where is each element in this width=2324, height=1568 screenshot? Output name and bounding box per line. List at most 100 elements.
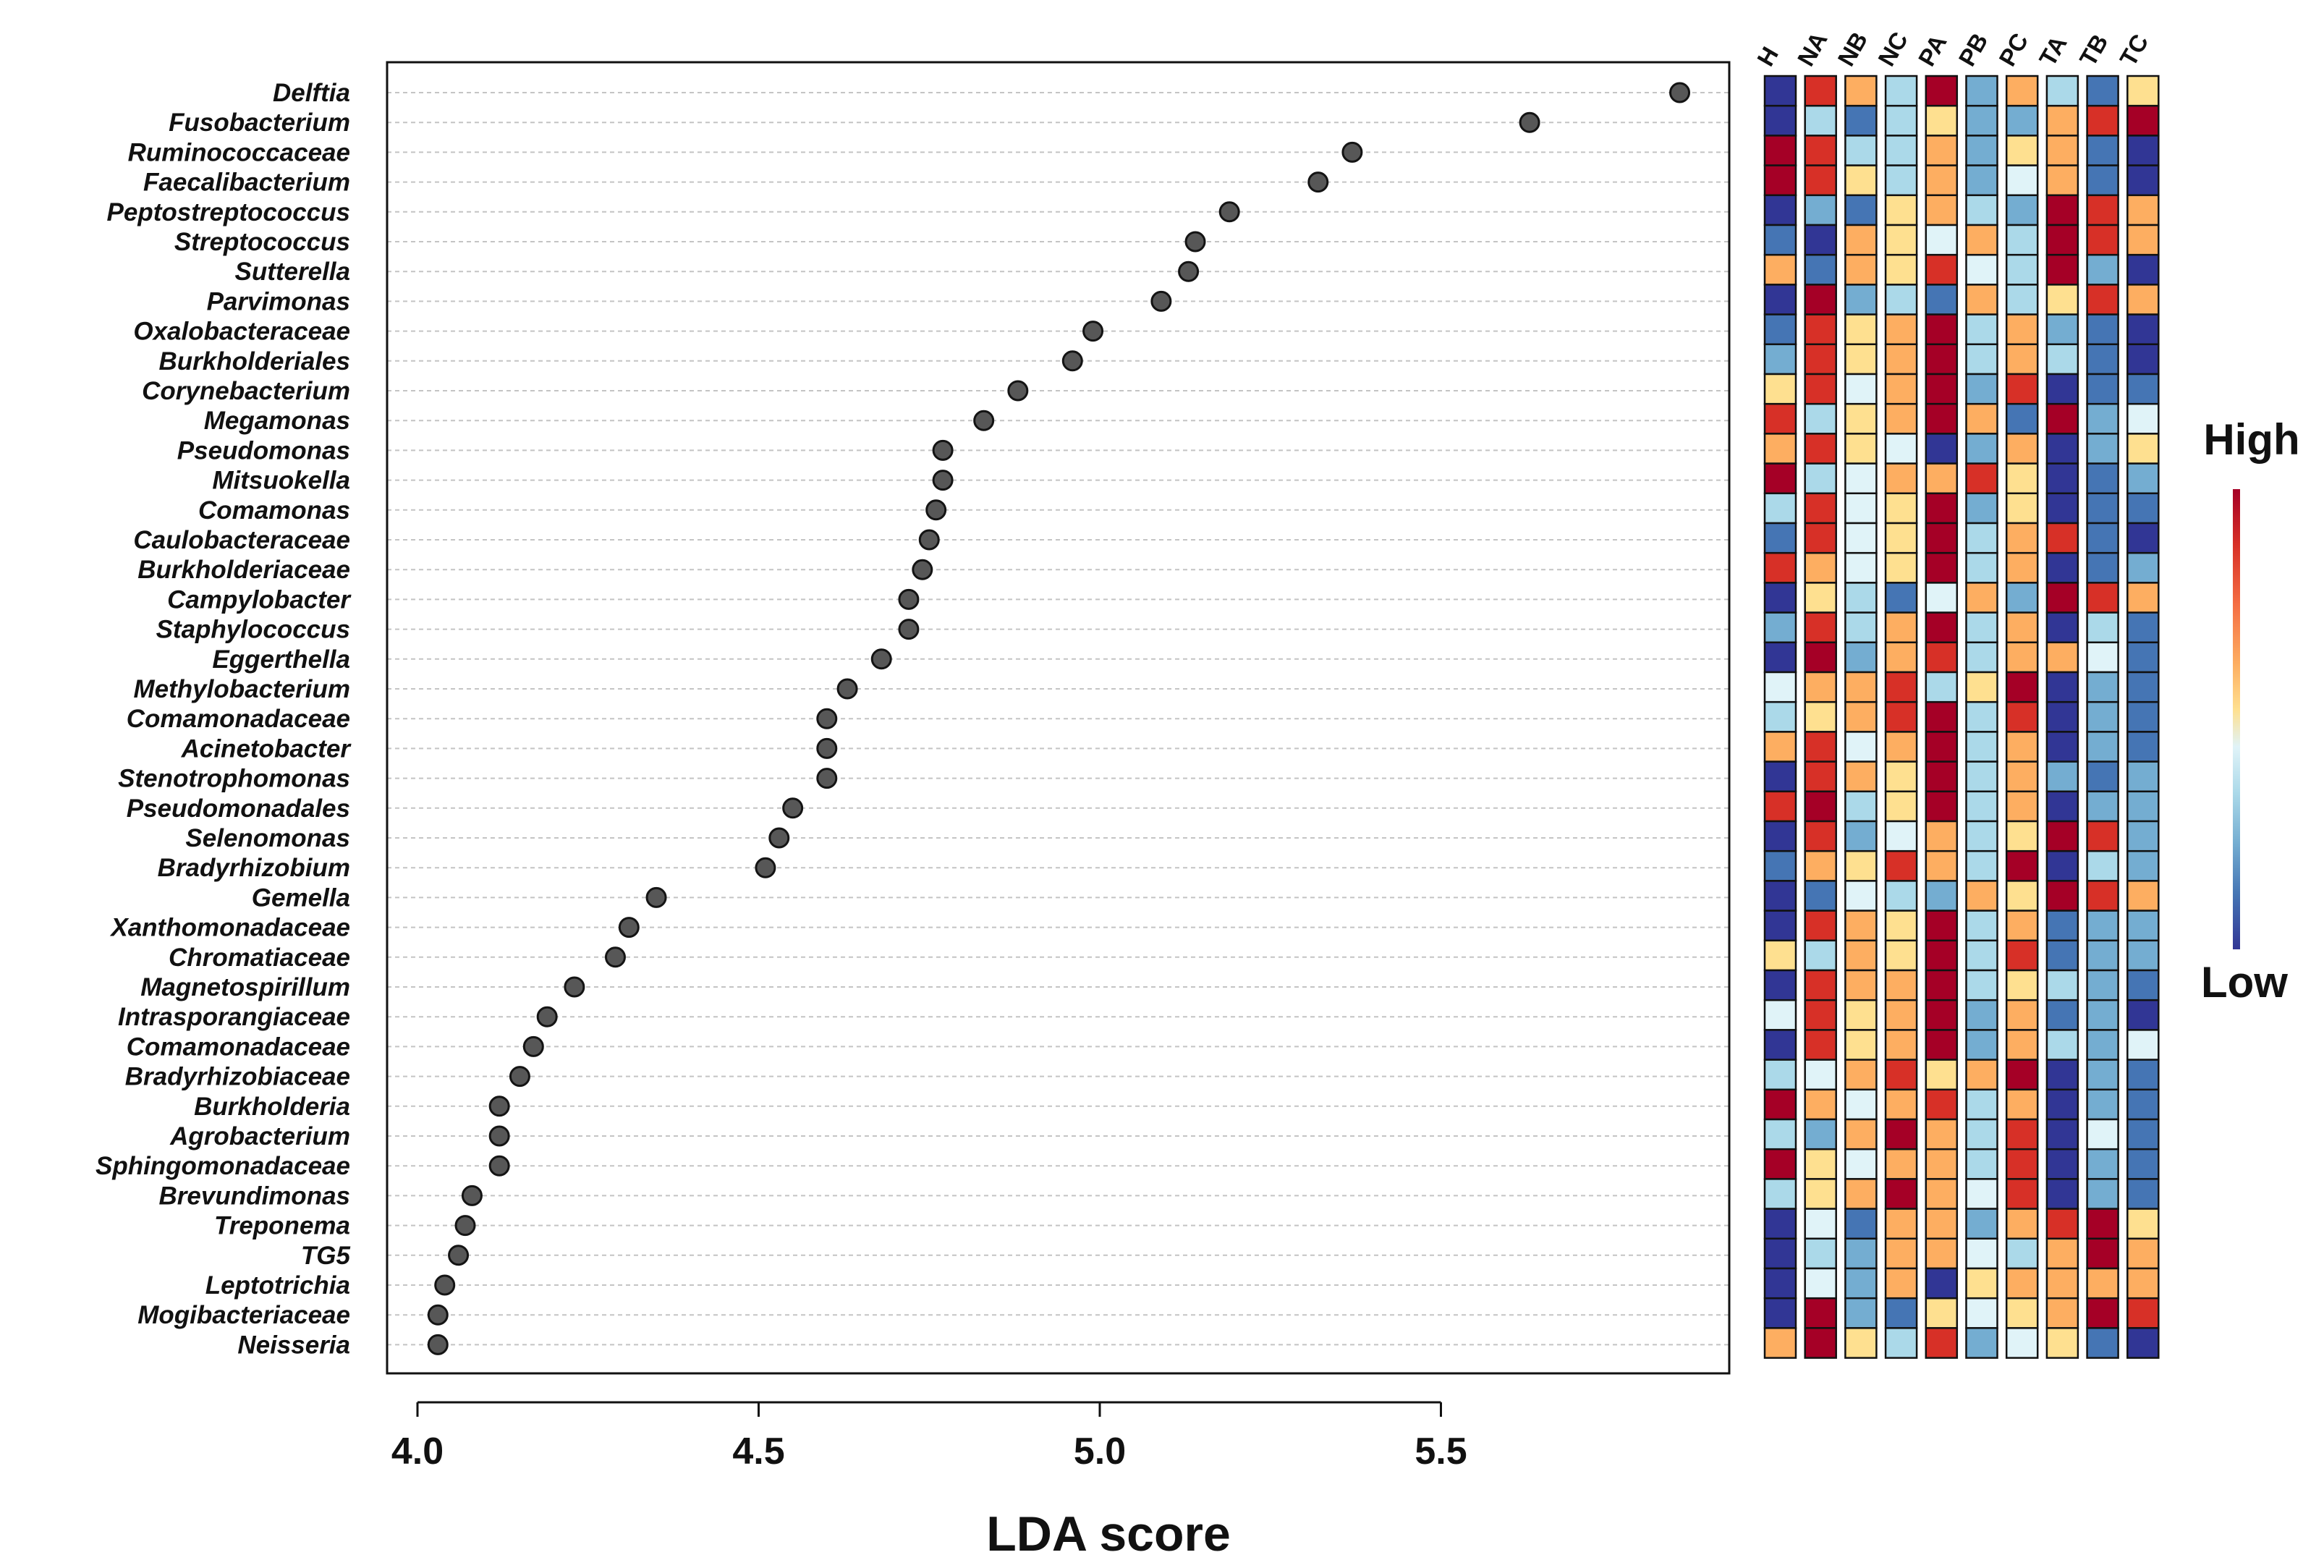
heatmap-cell <box>1844 820 1878 852</box>
lda-point <box>522 1035 544 1057</box>
heatmap-cell <box>2086 1029 2119 1061</box>
heatmap-cell <box>1844 790 1878 823</box>
taxon-label: Acinetobacter <box>181 734 352 763</box>
heatmap-cell <box>1804 790 1837 823</box>
heatmap-cell <box>1925 1148 1959 1180</box>
heatmap-cell <box>1763 700 1797 733</box>
heatmap-cell <box>1884 224 1918 256</box>
x-tick-label: 5.0 <box>1074 1431 1126 1472</box>
lda-point <box>932 470 954 491</box>
lda-point <box>1519 111 1540 133</box>
heatmap-cell <box>2126 1178 2160 1210</box>
heatmap-cell <box>1763 1297 1797 1329</box>
heatmap-cell <box>2126 1237 2160 1270</box>
heatmap-cell <box>1804 1208 1837 1240</box>
heatmap-cell <box>1965 910 1998 942</box>
heatmap-cell <box>1804 373 1837 405</box>
heatmap-cell <box>1925 849 1959 882</box>
taxon-label: Stenotrophomonas <box>118 765 350 793</box>
heatmap-cell <box>2126 253 2160 286</box>
heatmap-cell <box>2045 700 2079 733</box>
heatmap-cell <box>1844 731 1878 763</box>
heatmap-cell <box>2126 641 2160 674</box>
heatmap-cell <box>1844 671 1878 703</box>
heatmap-cell <box>1763 253 1797 286</box>
heatmap-cell <box>1844 1178 1878 1210</box>
heatmap-cell <box>1925 522 1959 554</box>
heatmap-cell <box>1965 135 1998 166</box>
heatmap-cell <box>2086 373 2119 405</box>
heatmap-cell <box>2086 1208 2119 1240</box>
heatmap-cell <box>1763 1118 1797 1150</box>
heatmap-cell <box>1925 1118 1959 1150</box>
heatmap-cell <box>1884 760 1918 793</box>
heatmap-cell <box>1804 343 1837 376</box>
heatmap-cell <box>1804 1088 1837 1121</box>
heatmap-cell <box>1925 1059 1959 1091</box>
heatmap-cell <box>1925 492 1959 525</box>
heatmap-cell <box>1965 611 1998 644</box>
heatmap-cell <box>2126 849 2160 882</box>
lda-point <box>461 1185 483 1206</box>
taxon-label: Campylobacter <box>167 585 352 614</box>
heatmap-cell <box>2005 194 2039 226</box>
heatmap-cell <box>1804 284 1837 315</box>
lda-point <box>912 559 933 580</box>
heatmap-cell <box>2005 641 2039 674</box>
heatmap-cell <box>2086 999 2119 1031</box>
heatmap-cell <box>1804 433 1837 465</box>
heatmap-cell <box>1965 671 1998 703</box>
heatmap-cell <box>2126 462 2160 495</box>
heatmap-cell <box>1884 1118 1918 1150</box>
heatmap-cell <box>1844 880 1878 912</box>
heatmap-cell <box>2086 760 2119 793</box>
heatmap-cell <box>1763 611 1797 644</box>
heatmap-cell <box>1884 671 1918 703</box>
heatmap-cell <box>1965 700 1998 733</box>
taxon-label: Gemella <box>252 883 350 912</box>
heatmap-column-header: TA <box>2034 31 2072 70</box>
heatmap-cell <box>2045 999 2079 1031</box>
heatmap-cell <box>1844 1148 1878 1180</box>
heatmap-cell <box>1925 313 1959 346</box>
heatmap-cell <box>1763 551 1797 584</box>
heatmap-cell <box>1965 313 1998 346</box>
heatmap-cell <box>1965 939 1998 972</box>
heatmap-cell <box>2126 104 2160 137</box>
heatmap-cell <box>2126 731 2160 763</box>
heatmap-cell <box>2126 1267 2160 1300</box>
heatmap-cell <box>2126 582 2160 614</box>
heatmap-cell <box>1804 1297 1837 1329</box>
heatmap-cell <box>2086 1148 2119 1180</box>
heatmap-cell <box>1763 760 1797 793</box>
heatmap-cell <box>2045 284 2079 315</box>
heatmap-cell <box>2005 582 2039 614</box>
heatmap-cell <box>2126 880 2160 912</box>
heatmap-cell <box>2126 1059 2160 1091</box>
heatmap-cell <box>1965 492 1998 525</box>
heatmap-cell <box>1884 433 1918 465</box>
heatmap-cell <box>2005 999 2039 1031</box>
heatmap-cell <box>1763 641 1797 674</box>
taxon-label: Caulobacteraceae <box>133 526 350 554</box>
heatmap-cell <box>2045 849 2079 882</box>
heatmap-cell <box>1804 820 1837 852</box>
heatmap-cell <box>1844 939 1878 972</box>
heatmap-cell <box>1925 194 1959 226</box>
heatmap-cell <box>2045 1088 2079 1121</box>
lda-point <box>932 439 954 461</box>
heatmap-cell <box>1925 433 1959 465</box>
heatmap-cell <box>2005 939 2039 972</box>
heatmap-cell <box>2086 104 2119 137</box>
heatmap-cell <box>1804 641 1837 674</box>
heatmap-cell <box>2086 135 2119 166</box>
heatmap-cell <box>2126 164 2160 197</box>
heatmap-cell <box>1844 104 1878 137</box>
heatmap-cell <box>1804 1118 1837 1150</box>
heatmap-cell <box>2126 1297 2160 1329</box>
heatmap-cell <box>1925 1237 1959 1270</box>
lda-point <box>870 648 892 670</box>
heatmap-cell <box>1844 492 1878 525</box>
heatmap-cell <box>2045 1297 2079 1329</box>
heatmap-cell <box>2005 135 2039 166</box>
